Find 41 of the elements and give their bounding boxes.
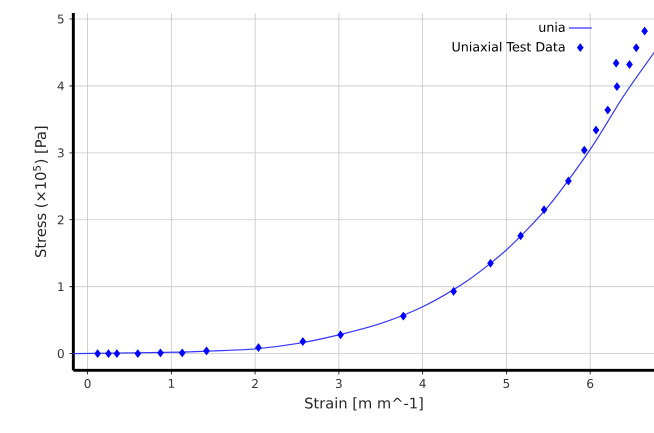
point — [157, 348, 164, 358]
x-axis-title: Strain [m m^-1] — [305, 397, 423, 410]
x-tick-label: 6 — [587, 379, 594, 388]
line-series — [72, 51, 654, 354]
x-tick-label: 2 — [252, 379, 258, 388]
point — [581, 146, 588, 154]
point — [94, 349, 101, 358]
y-tick-label: 4 — [58, 82, 64, 90]
x-tick-label: 1 — [168, 379, 174, 388]
point — [105, 349, 112, 358]
point — [592, 126, 600, 134]
y-tick-label: 0 — [58, 349, 64, 358]
y-tick-label: 1 — [58, 282, 64, 292]
point — [450, 287, 457, 296]
point — [632, 44, 640, 52]
point — [614, 82, 620, 91]
point — [487, 259, 494, 268]
point — [400, 312, 407, 320]
x-tick-label: 5 — [504, 379, 510, 388]
x-tick-label: 4 — [419, 379, 426, 388]
point — [612, 58, 620, 68]
y-tick-label: 2 — [58, 215, 64, 224]
point — [255, 343, 262, 352]
y-tick-label: 3 — [58, 148, 64, 158]
point — [300, 337, 306, 346]
point — [134, 349, 142, 358]
point — [626, 60, 633, 69]
point — [178, 348, 186, 358]
legend-label: Uniaxial Test Data — [452, 42, 564, 52]
point — [337, 330, 344, 340]
x-tick-label: 0 — [84, 379, 91, 388]
y-axis-title: Stress (×10$^{5}$) [Pa] — [33, 126, 48, 258]
y-tick-label: 5 — [58, 14, 64, 24]
point — [604, 106, 612, 114]
point — [203, 346, 210, 356]
point — [517, 232, 524, 240]
point — [114, 349, 120, 358]
x-tick-label: 3 — [336, 379, 342, 388]
point — [565, 176, 572, 186]
point — [540, 205, 548, 214]
legend-label: unia — [539, 22, 564, 32]
